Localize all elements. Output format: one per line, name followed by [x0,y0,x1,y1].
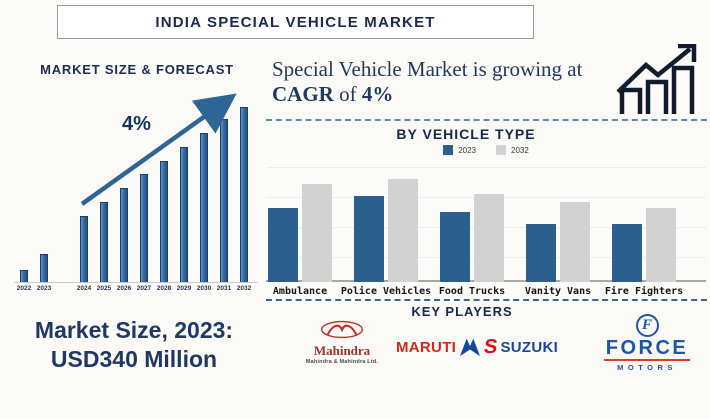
legend-label: 2023 [458,145,476,155]
forecast-bar [120,187,128,282]
vehicle-type-legend: 2023 2032 [266,145,706,155]
page-title: INDIA SPECIAL VEHICLE MARKET [155,13,436,31]
vehicle-type-bar-2023 [526,224,556,282]
vehicle-type-bar-2032 [560,201,590,282]
growth-headline-line1: Special Vehicle Market is growing at [272,57,583,81]
forecast-bar [200,133,208,282]
key-players-heading: KEY PLAYERS [411,304,513,319]
forecast-bar [160,161,168,282]
dashed-divider-top [266,119,707,121]
growth-arrow-icon [80,93,237,206]
vehicle-type-chart-title: BY VEHICLE TYPE [396,126,536,142]
forecast-year-label: 2024 [76,285,92,292]
vehicle-type-bar-group [354,178,418,282]
forecast-year-label: 2030 [196,285,212,292]
mahindra-emblem-icon [321,320,363,339]
maruti-suzuki-logo: MARUTI S SUZUKI [396,336,559,358]
cagr-mid: of [339,81,357,106]
forecast-bar [80,215,88,282]
vehicle-type-bar-2023 [612,224,642,282]
force-circle-f-icon: F [635,314,659,337]
forecast-bar [240,107,248,282]
forecast-year-label: 2029 [176,285,192,292]
forecast-year-label: 2032 [236,285,252,292]
vehicle-type-category-label: Fire Fighters [604,286,684,297]
forecast-year-label: 2022 [16,285,32,292]
mahindra-logo: Mahindra Mahindra & Mahindra Ltd. [283,320,401,365]
vehicle-type-x-axis-labels: Ambulance Police Vehicles Food Trucks Vanit… [268,286,684,297]
forecast-bar [100,201,108,282]
vehicle-type-bar-group [526,201,590,282]
growth-headline-line2: CAGR of 4% [272,82,612,107]
dashed-divider-bottom [266,299,707,301]
forecast-year-label: 2027 [136,285,152,292]
forecast-bar [20,269,28,282]
mahindra-subtext: Mahindra & Mahindra Ltd. [305,359,379,365]
vehicle-type-bar-group [268,183,332,282]
title-banner: INDIA SPECIAL VEHICLE MARKET [57,5,534,39]
forecast-bar [180,147,188,282]
forecast-year-label: 2028 [156,285,172,292]
forecast-year-label: 2023 [36,285,52,292]
cagr-label: CAGR [272,81,334,106]
forecast-chart: 2022 2023 2024 2025 2026 2027 2028 2029 2030 2031… [14,98,258,292]
forecast-year-label: 2026 [116,285,132,292]
forecast-chart-title: MARKET SIZE & FORECAST [40,62,234,77]
vehicle-type-category-label: Ambulance [272,286,328,297]
legend-label: 2032 [511,145,529,155]
vehicle-type-bar-2032 [302,183,332,282]
vehicle-type-category-label: Food Trucks [438,286,506,297]
forecast-x-axis-labels: 2022 2023 2024 2025 2026 2027 2028 2029 2030 2031… [14,285,258,292]
legend-swatch [443,145,454,155]
vehicle-type-bars [268,162,676,282]
forecast-bar [140,173,148,282]
legend-swatch [496,145,506,155]
growth-percentage-label: 4% [122,113,151,135]
vehicle-type-bar-group [612,207,676,282]
growth-chart-icon [616,44,697,114]
cagr-value: 4% [361,81,394,106]
maruti-wordmark: MARUTI [396,338,457,356]
vehicle-type-category-label: Police Vehicles [340,286,432,297]
force-motors-logo: F FORCE MOTORS [594,314,700,372]
vehicle-type-bar-2023 [440,212,470,282]
force-wordmark: FORCE [605,337,689,359]
force-red-underline [604,359,690,361]
forecast-bars [14,98,258,283]
suzuki-wordmark: SUZUKI [500,338,559,356]
growth-headline: Special Vehicle Market is growing at CAG… [272,57,612,107]
vehicle-type-bar-2032 [388,178,418,282]
force-subtext: MOTORS [617,363,677,372]
market-size-callout: Market Size, 2023: USD340 Million [8,316,260,375]
market-size-line2: USD340 Million [50,346,218,373]
vehicle-type-category-label: Vanity Vans [524,286,592,297]
market-size-line1: Market Size, 2023: [34,317,234,343]
vehicle-type-bar-2032 [646,207,676,282]
forecast-year-label: 2025 [96,285,112,292]
vehicle-type-bar-2023 [354,195,384,282]
vehicle-type-bar-group [440,194,504,282]
forecast-bar [40,254,48,282]
suzuki-s-icon: S [482,336,500,358]
mahindra-wordmark: Mahindra [313,343,371,358]
vehicle-type-bar-2032 [474,194,504,282]
legend-item: 2023 [443,145,476,155]
maruti-emblem-icon [460,338,481,357]
vehicle-type-bar-2023 [268,207,298,282]
forecast-year-label: 2031 [216,285,232,292]
legend-item: 2032 [496,145,529,155]
